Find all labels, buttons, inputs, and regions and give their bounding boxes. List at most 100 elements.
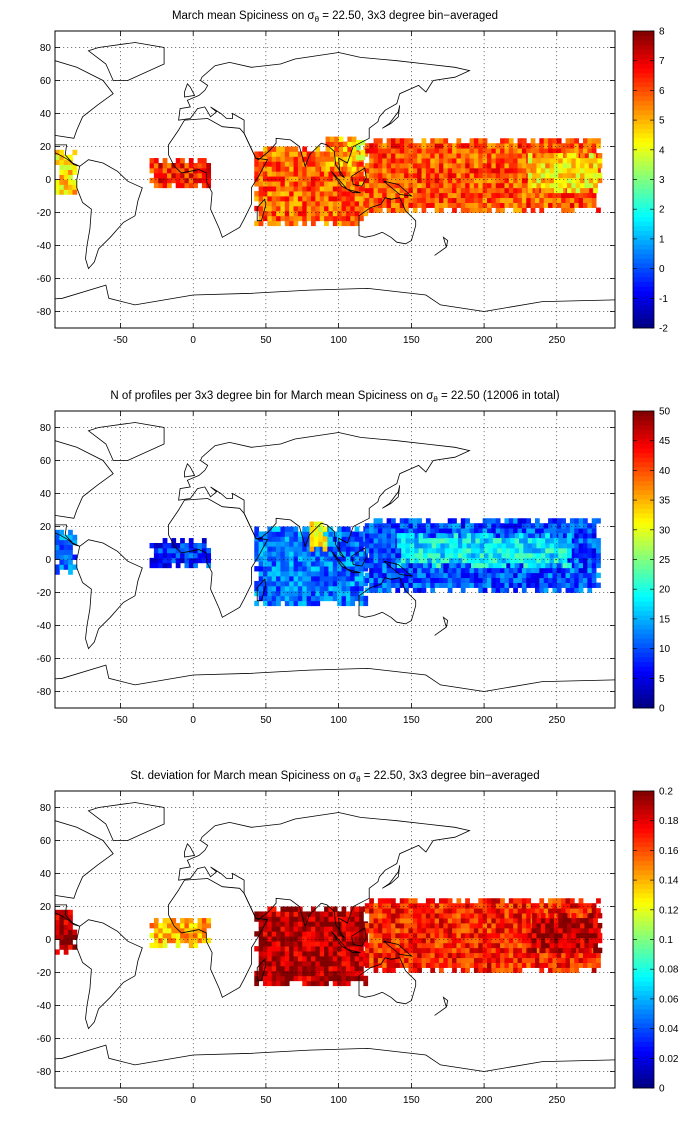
data-bin-4 [591,572,597,579]
data-bin-4 [391,562,396,569]
data-bin-0 [68,154,73,161]
data-bin-3 [556,952,562,959]
data-bin-3 [565,967,571,973]
colorbar-segment [633,420,654,426]
data-bin-4 [591,197,597,203]
data-bin-3 [526,957,532,963]
data-bin-5 [536,182,542,189]
data-bin-5 [562,543,568,549]
data-bin-4 [434,148,440,154]
data-bin-4 [465,172,470,179]
data-bin-0 [59,914,65,921]
data-bin-5 [505,543,511,549]
data-bin-2 [319,936,325,942]
data-bin-2 [271,921,277,927]
data-bin-2 [297,975,303,982]
data-bin-2 [341,576,347,582]
data-bin-4 [460,177,466,184]
data-bin-5 [562,172,568,179]
data-bin-3 [430,923,436,929]
colorbar-segment [633,995,654,1001]
data-bin-2 [311,210,316,217]
data-bin-5 [501,543,507,549]
data-bin-3 [347,151,353,157]
data-bin-1 [158,927,164,934]
data-bin-4 [386,582,392,588]
data-bin-4 [434,567,440,574]
data-bin-0 [63,189,69,195]
data-bin-3 [487,923,492,929]
data-bin-3 [421,923,427,929]
data-bin-3 [452,947,457,954]
data-bin-4 [587,567,593,574]
data-bin-3 [517,962,523,968]
data-bin-4 [452,577,457,583]
data-bin-2 [315,186,321,192]
data-bin-2 [267,936,273,942]
data-bin-2 [306,600,312,607]
data-bin-2 [359,205,364,212]
data-bin-4 [504,567,510,574]
data-bin-3 [417,937,422,944]
y-tick-label: 0 [45,555,51,566]
y-tick-label: -20 [37,208,52,219]
data-bin-3 [491,967,497,973]
data-bin-2 [359,200,364,207]
data-bin-2 [276,951,281,957]
colorbar-segment [633,249,654,255]
data-bin-2 [337,531,342,537]
title-prefix: St. deviation for March mean Spiciness o… [130,770,349,782]
data-bin-4 [549,913,555,919]
data-bin-2 [289,956,294,962]
data-bin-4 [465,202,470,208]
data-bin-2 [289,176,294,182]
data-bin-4 [434,202,440,208]
data-bin-2 [359,580,364,587]
data-bin-2 [276,186,281,192]
data-bin-3 [325,141,331,147]
data-bin-5 [562,167,568,174]
data-bin-4 [591,533,597,539]
data-bin-5 [479,552,485,559]
data-bin-4 [425,567,431,574]
data-bin-2 [315,956,321,962]
data-bin-2 [332,975,338,982]
data-bin-1 [184,167,190,174]
data-bin-4 [530,202,536,208]
data-bin-2 [341,926,347,932]
data-bin-5 [584,177,590,184]
data-bin-2 [302,951,308,957]
data-bin-2 [350,186,356,192]
data-bin-3 [543,913,549,919]
data-bin-4 [543,567,549,574]
data-bin-3 [309,526,315,532]
data-bin-2 [315,181,321,187]
data-bin-2 [302,151,308,157]
data-bin-4 [391,557,396,564]
colorbar-tick-label: -2 [659,324,668,335]
data-bin-5 [510,547,516,554]
data-bin-2 [280,176,286,182]
data-bin-2 [297,200,303,207]
data-bin-5 [427,547,433,554]
data-bin-3 [591,952,597,959]
colorbar-segment [633,860,654,866]
data-bin-3 [434,952,440,959]
data-bin-3 [513,898,518,904]
data-bin-3 [465,898,470,904]
data-bin-3 [395,957,401,963]
data-bin-0 [68,544,73,550]
data-bin-3 [404,932,409,939]
data-bin-2 [297,965,303,972]
data-bin-3 [521,942,527,949]
data-bin-1 [193,182,198,189]
data-bin-2 [311,931,316,937]
data-bin-4 [478,572,484,579]
data-bin-5 [510,543,516,549]
data-bin-1 [206,172,212,179]
data-bin-1 [153,552,159,559]
data-bin-4 [587,547,593,554]
data-bin-5 [584,158,590,164]
data-bin-2 [254,541,260,547]
data-bin-2 [363,975,369,982]
